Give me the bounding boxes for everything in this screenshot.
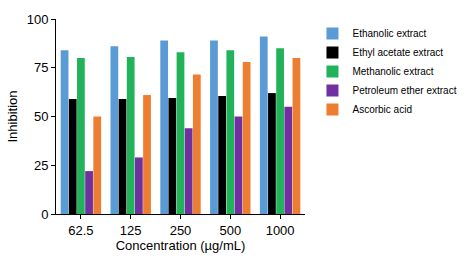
svg-text:Methanolic extract: Methanolic extract [352, 66, 433, 77]
svg-text:100: 100 [27, 12, 49, 27]
svg-text:1000: 1000 [266, 223, 295, 238]
svg-text:Petroleum ether extract: Petroleum ether extract [352, 85, 456, 96]
svg-text:Inhibition: Inhibition [5, 90, 20, 142]
svg-text:500: 500 [219, 223, 241, 238]
svg-text:250: 250 [170, 223, 192, 238]
svg-text:0: 0 [41, 207, 48, 222]
svg-text:Concentration (µg/mL): Concentration (µg/mL) [116, 238, 246, 253]
svg-text:75: 75 [34, 60, 48, 75]
svg-text:125: 125 [120, 223, 142, 238]
svg-text:Ascorbic acid: Ascorbic acid [352, 104, 411, 115]
svg-text:50: 50 [34, 109, 48, 124]
svg-text:Ethyl acetate extract: Ethyl acetate extract [352, 47, 443, 58]
svg-text:Ethanolic extract: Ethanolic extract [352, 28, 426, 39]
svg-text:25: 25 [34, 158, 48, 173]
svg-text:62.5: 62.5 [68, 223, 93, 238]
